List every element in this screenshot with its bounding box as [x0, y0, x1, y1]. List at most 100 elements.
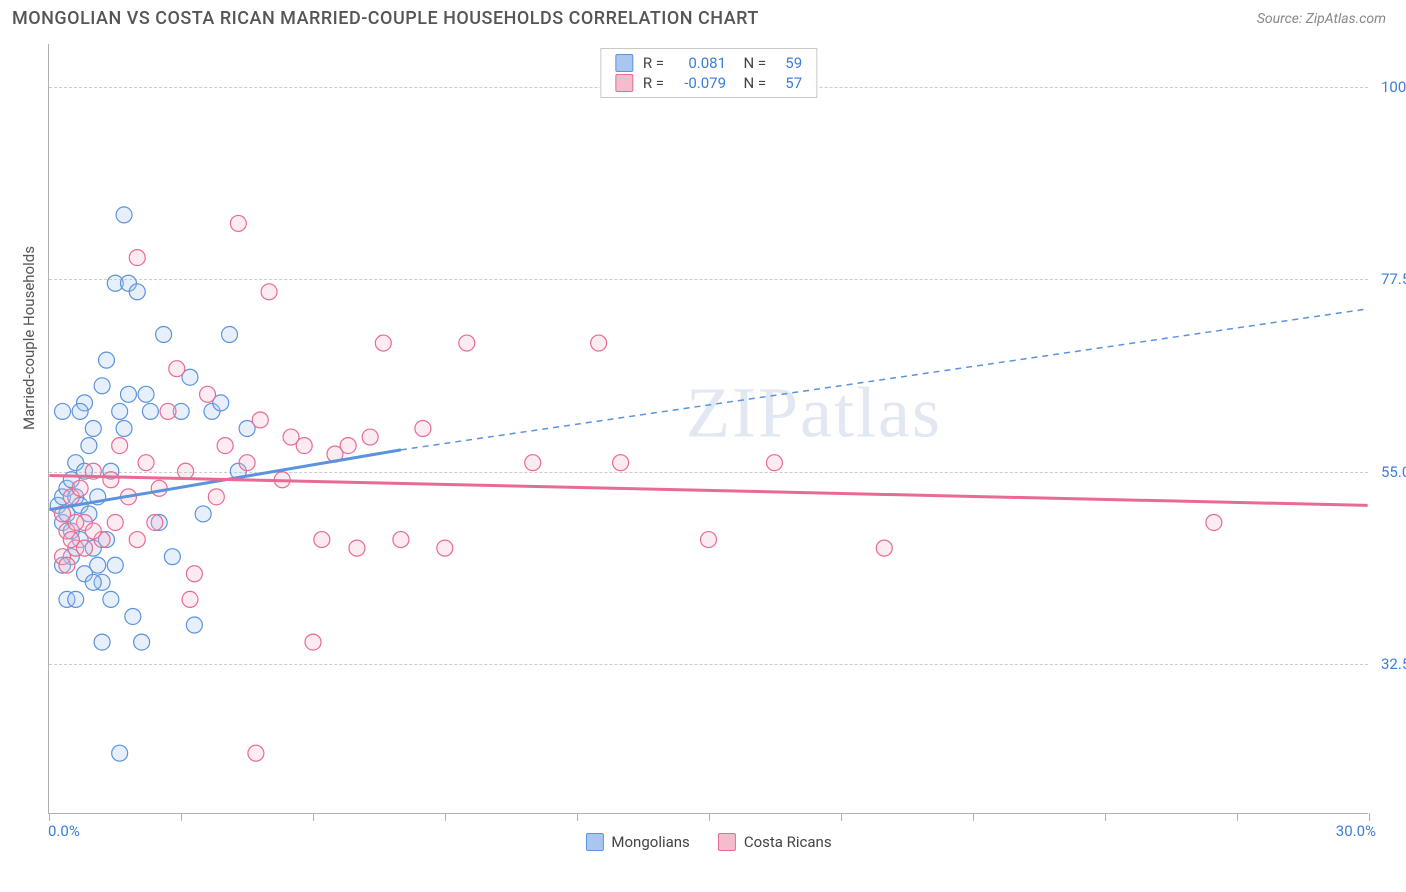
scatter-point — [169, 361, 185, 377]
trend-line — [49, 475, 1367, 505]
legend-item: Costa Ricans — [718, 833, 832, 851]
legend-row: R =-0.079 N =57 — [615, 73, 802, 93]
scatter-point — [208, 489, 224, 505]
scatter-point — [59, 557, 75, 573]
legend-swatch — [718, 833, 736, 851]
scatter-point — [98, 352, 114, 368]
scatter-point — [186, 617, 202, 633]
scatter-point — [94, 634, 110, 650]
x-tick — [577, 813, 578, 821]
scatter-point — [77, 540, 93, 556]
scatter-point — [415, 421, 431, 437]
scatter-point — [314, 532, 330, 548]
y-axis-title: Married-couple Households — [20, 246, 38, 430]
scatter-point — [239, 455, 255, 471]
scatter-point — [459, 335, 475, 351]
y-tick-label: 32.5% — [1373, 655, 1406, 673]
x-tick — [1105, 813, 1106, 821]
scatter-point — [766, 455, 782, 471]
scatter-point — [200, 386, 216, 402]
scatter-point — [701, 532, 717, 548]
scatter-point — [340, 438, 356, 454]
scatter-point — [1206, 514, 1222, 530]
scatter-point — [138, 455, 154, 471]
scatter-point — [85, 574, 101, 590]
scatter-point — [876, 540, 892, 556]
scatter-point — [222, 327, 238, 343]
scatter-point — [248, 745, 264, 761]
chart-plot-area: ZIPatlas R =0.081 N =59R =-0.079 N =57 M… — [48, 44, 1368, 814]
n-value: 59 — [776, 54, 802, 72]
scatter-point — [103, 472, 119, 488]
scatter-point — [186, 566, 202, 582]
scatter-point — [129, 532, 145, 548]
scatter-point — [147, 514, 163, 530]
scatter-point — [142, 403, 158, 419]
legend-row: R = 0.081 N = 59 — [615, 53, 802, 73]
scatter-point — [129, 284, 145, 300]
scatter-point — [112, 403, 128, 419]
y-tick-label: 55.0% — [1373, 463, 1406, 481]
y-tick-label: 100.0% — [1373, 78, 1406, 96]
scatter-point — [156, 327, 172, 343]
scatter-point — [55, 403, 71, 419]
scatter-point — [81, 438, 97, 454]
scatter-point — [151, 480, 167, 496]
scatter-svg — [49, 44, 1368, 813]
source-label: Source: ZipAtlas.com — [1257, 11, 1386, 27]
x-axis-max-label: 30.0% — [1336, 822, 1376, 840]
n-label: N = — [736, 54, 766, 72]
legend-label: Mongolians — [611, 833, 689, 851]
scatter-point — [68, 591, 84, 607]
scatter-point — [164, 549, 180, 565]
x-axis-min-label: 0.0% — [48, 822, 80, 840]
scatter-point — [252, 412, 268, 428]
scatter-point — [375, 335, 391, 351]
trend-line-dashed — [401, 309, 1368, 450]
scatter-point — [195, 506, 211, 522]
x-tick — [1237, 813, 1238, 821]
scatter-point — [85, 523, 101, 539]
scatter-point — [129, 250, 145, 266]
scatter-point — [85, 421, 101, 437]
scatter-point — [349, 540, 365, 556]
legend-item: Mongolians — [585, 833, 689, 851]
chart-title: MONGOLIAN VS COSTA RICAN MARRIED-COUPLE … — [12, 8, 759, 29]
scatter-point — [72, 480, 88, 496]
scatter-point — [305, 634, 321, 650]
scatter-point — [178, 463, 194, 479]
legend-label: Costa Ricans — [744, 833, 832, 851]
scatter-point — [116, 207, 132, 223]
scatter-point — [138, 386, 154, 402]
legend-swatch — [585, 833, 603, 851]
scatter-point — [107, 514, 123, 530]
scatter-point — [116, 421, 132, 437]
x-tick — [709, 813, 710, 821]
legend-swatch — [615, 54, 633, 72]
r-label: R = — [643, 54, 664, 72]
scatter-point — [107, 557, 123, 573]
scatter-point — [362, 429, 378, 445]
x-tick — [1369, 813, 1370, 821]
scatter-point — [261, 284, 277, 300]
x-tick — [49, 813, 50, 821]
x-tick — [445, 813, 446, 821]
r-value: 0.081 — [674, 54, 726, 72]
scatter-point — [112, 745, 128, 761]
correlation-legend: R =0.081 N =59R =-0.079 N =57 — [600, 48, 817, 98]
scatter-point — [591, 335, 607, 351]
n-value: 57 — [776, 74, 802, 92]
x-tick — [181, 813, 182, 821]
scatter-point — [393, 532, 409, 548]
series-legend: Mongolians Costa Ricans — [585, 833, 831, 851]
n-label: N = — [736, 74, 766, 92]
scatter-point — [90, 557, 106, 573]
legend-swatch — [615, 74, 633, 92]
scatter-point — [112, 438, 128, 454]
scatter-point — [160, 403, 176, 419]
scatter-point — [525, 455, 541, 471]
scatter-point — [94, 378, 110, 394]
scatter-point — [120, 386, 136, 402]
scatter-point — [217, 438, 233, 454]
y-tick-label: 77.5% — [1373, 270, 1406, 288]
